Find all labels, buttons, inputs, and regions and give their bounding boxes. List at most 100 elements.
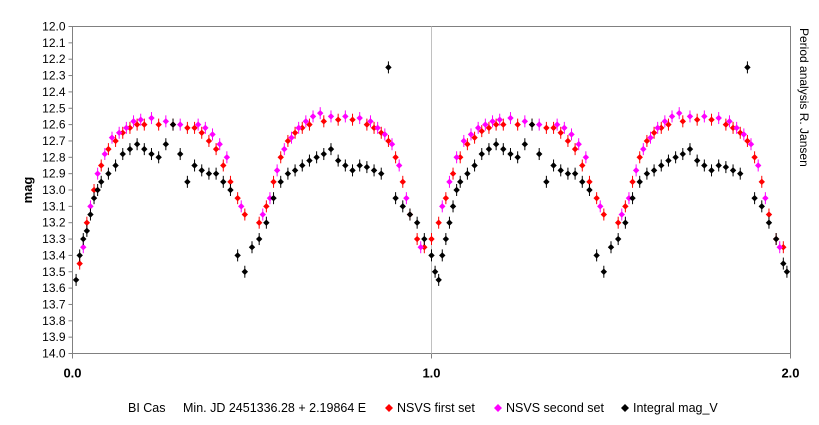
y-tick-label: 13.6 bbox=[42, 281, 66, 295]
data-point bbox=[392, 194, 399, 202]
data-point bbox=[507, 114, 514, 122]
data-point bbox=[309, 113, 317, 120]
data-point bbox=[629, 194, 636, 202]
legend-label-integral: Integral mag_V bbox=[633, 401, 718, 415]
data-point bbox=[636, 154, 643, 161]
y-tick-label: 13.1 bbox=[42, 199, 66, 213]
data-point bbox=[686, 113, 694, 120]
data-point bbox=[363, 121, 371, 128]
data-point bbox=[148, 114, 155, 122]
data-point bbox=[708, 167, 715, 174]
data-point bbox=[327, 113, 335, 120]
data-point bbox=[701, 113, 708, 120]
data-point bbox=[550, 162, 557, 169]
data-point bbox=[464, 141, 471, 148]
series-integral bbox=[72, 61, 791, 286]
data-point bbox=[661, 118, 669, 125]
data-point bbox=[579, 178, 586, 186]
data-point bbox=[133, 141, 141, 148]
y-tick-label: 13.8 bbox=[42, 314, 66, 328]
data-point bbox=[729, 167, 737, 174]
data-point bbox=[349, 116, 356, 123]
data-point bbox=[126, 145, 134, 153]
data-point bbox=[435, 276, 442, 284]
data-point bbox=[241, 211, 249, 218]
data-point bbox=[686, 145, 694, 153]
data-point bbox=[299, 124, 306, 132]
y-axis-label: mag bbox=[20, 177, 35, 204]
data-point bbox=[772, 235, 780, 243]
data-point bbox=[464, 170, 471, 177]
data-point bbox=[184, 124, 191, 132]
y-tick-label: 13.0 bbox=[42, 183, 66, 197]
data-point bbox=[744, 137, 751, 145]
data-point bbox=[474, 124, 482, 132]
data-point bbox=[453, 186, 460, 194]
data-point bbox=[765, 219, 773, 226]
data-point bbox=[162, 141, 170, 148]
data-point bbox=[108, 134, 116, 141]
data-point bbox=[90, 186, 98, 194]
data-point bbox=[98, 162, 105, 169]
data-point bbox=[614, 219, 622, 226]
data-point bbox=[747, 141, 755, 148]
data-point bbox=[83, 227, 91, 235]
data-point bbox=[191, 162, 198, 169]
x-tick-label: 1.0 bbox=[422, 366, 440, 381]
data-point bbox=[370, 167, 378, 174]
data-point bbox=[471, 134, 478, 141]
data-point bbox=[80, 244, 87, 251]
data-point bbox=[413, 219, 421, 226]
data-point bbox=[500, 145, 507, 153]
data-point bbox=[281, 145, 288, 153]
data-point bbox=[381, 131, 389, 138]
data-point bbox=[654, 124, 661, 132]
data-point bbox=[528, 121, 536, 128]
data-point bbox=[327, 145, 335, 153]
data-point bbox=[597, 203, 604, 210]
data-point bbox=[575, 141, 582, 148]
data-point bbox=[658, 124, 665, 132]
data-point bbox=[317, 109, 324, 117]
data-point bbox=[205, 170, 213, 177]
data-point bbox=[568, 131, 575, 138]
data-point bbox=[722, 163, 730, 171]
y-tick-label: 12.4 bbox=[42, 85, 66, 99]
data-point bbox=[234, 194, 241, 202]
legend-marker-second-set bbox=[494, 404, 502, 412]
y-tick-label: 13.2 bbox=[42, 216, 66, 230]
data-point bbox=[169, 121, 177, 128]
data-point bbox=[177, 150, 184, 158]
data-point bbox=[650, 129, 658, 136]
data-point bbox=[295, 124, 302, 132]
data-point bbox=[155, 121, 162, 128]
data-point bbox=[482, 121, 489, 128]
data-point bbox=[94, 170, 101, 177]
y-tick-label: 12.9 bbox=[42, 167, 66, 181]
data-point bbox=[460, 137, 468, 145]
data-point bbox=[665, 157, 672, 164]
data-point bbox=[737, 170, 744, 177]
data-point bbox=[478, 150, 485, 158]
data-point bbox=[500, 121, 507, 128]
data-point bbox=[385, 64, 392, 71]
data-point bbox=[715, 162, 722, 169]
data-point bbox=[367, 118, 374, 125]
data-point bbox=[679, 118, 686, 125]
data-point bbox=[431, 268, 439, 275]
data-point bbox=[266, 194, 274, 202]
data-point bbox=[194, 121, 202, 128]
data-point bbox=[302, 118, 310, 125]
legend-label-first-set: NSVS first set bbox=[397, 401, 475, 415]
data-point bbox=[783, 268, 791, 275]
data-point bbox=[446, 178, 453, 186]
data-point bbox=[571, 170, 579, 177]
data-point bbox=[607, 244, 615, 251]
y-tick-label: 12.2 bbox=[42, 52, 66, 66]
data-point bbox=[291, 167, 299, 174]
data-point bbox=[334, 116, 342, 123]
data-point bbox=[227, 186, 234, 194]
data-point bbox=[212, 145, 220, 153]
data-point bbox=[625, 194, 633, 202]
